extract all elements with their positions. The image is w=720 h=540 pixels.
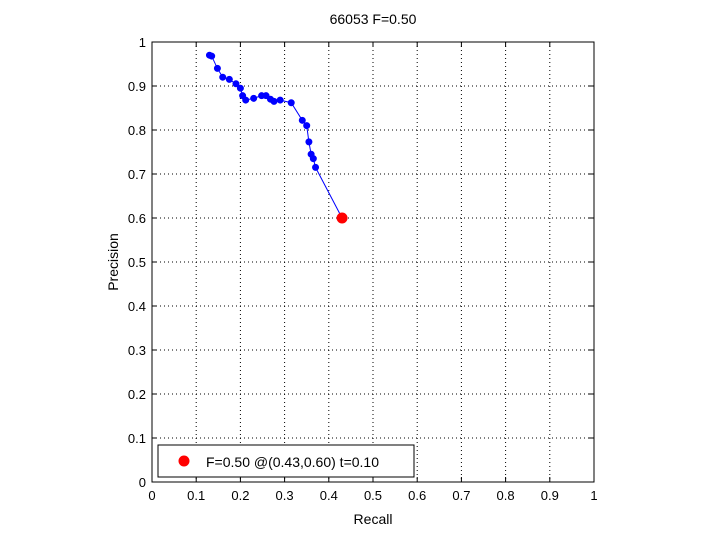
x-tick-label: 0.1 (187, 488, 205, 503)
x-tick-label: 0 (148, 488, 155, 503)
y-axis-label: Precision (105, 233, 121, 291)
y-tick-label: 0.6 (128, 211, 146, 226)
series-group (205, 51, 348, 224)
highlight-point (336, 212, 348, 224)
y-tick-label: 0.4 (128, 299, 146, 314)
series-point (276, 96, 284, 104)
series-point (225, 75, 233, 83)
x-tick-label: 0.6 (408, 488, 426, 503)
axis-ticks: 0 0.1 0.2 0.3 0.4 0.5 0.6 0.7 0.8 0.9 1 0 0.1 0.2 0.3 0… (128, 35, 598, 503)
x-tick-label: 0.5 (364, 488, 382, 503)
x-axis-label: Recall (354, 511, 393, 527)
y-tick-label: 0.3 (128, 343, 146, 358)
x-tick-label: 0.3 (276, 488, 294, 503)
x-tick-label: 1 (590, 488, 597, 503)
series-point (309, 155, 317, 163)
y-tick-label: 0.5 (128, 255, 146, 270)
series-point (219, 73, 227, 81)
chart-title: 66053 F=0.50 (330, 11, 417, 27)
y-tick-label: 0.2 (128, 387, 146, 402)
series-point (250, 94, 258, 102)
grid (152, 42, 594, 482)
series-point (208, 52, 216, 60)
series-point (213, 64, 221, 72)
x-tick-label: 0.9 (541, 488, 559, 503)
x-tick-label: 0.4 (320, 488, 338, 503)
legend-marker (178, 455, 190, 467)
x-tick-label: 0.2 (231, 488, 249, 503)
x-tick-label: 0.8 (497, 488, 515, 503)
series-point (232, 80, 240, 88)
series-point (312, 163, 320, 171)
series-point (287, 99, 295, 107)
series-point (262, 92, 270, 100)
legend: F=0.50 @(0.43,0.60) t=0.10 (157, 444, 415, 478)
y-tick-label: 1 (139, 35, 146, 50)
series-point (242, 96, 250, 104)
y-tick-label: 0.1 (128, 431, 146, 446)
series-point (303, 122, 311, 130)
y-tick-label: 0.9 (128, 79, 146, 94)
x-tick-label: 0.7 (452, 488, 470, 503)
legend-label: F=0.50 @(0.43,0.60) t=0.10 (206, 454, 379, 470)
y-tick-label: 0 (139, 475, 146, 490)
y-tick-label: 0.7 (128, 167, 146, 182)
series-point (270, 97, 278, 105)
legend-box (157, 444, 415, 478)
series-point (305, 138, 313, 146)
series-point (298, 116, 306, 124)
series-point (236, 84, 244, 92)
y-tick-label: 0.8 (128, 123, 146, 138)
